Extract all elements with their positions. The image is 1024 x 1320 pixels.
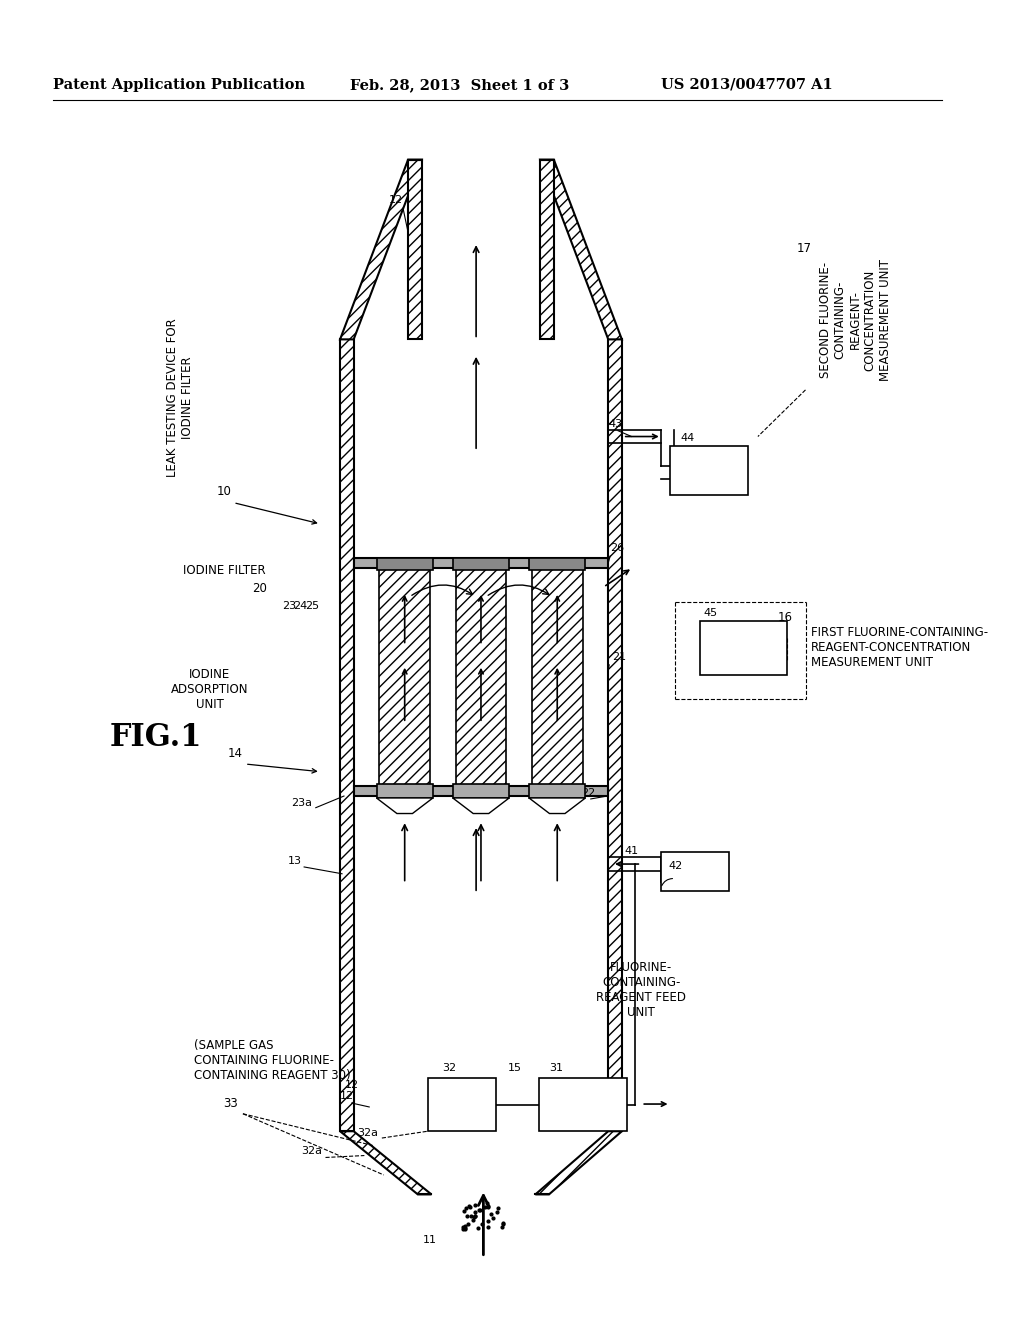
Polygon shape [541,160,622,339]
Text: 13: 13 [288,857,302,866]
Text: Patent Application Publication: Patent Application Publication [53,78,305,92]
Text: 31: 31 [549,1063,563,1073]
Bar [453,558,509,570]
Text: 23: 23 [282,602,296,611]
Text: 12: 12 [345,1080,359,1089]
Text: 41: 41 [625,846,639,857]
Bar [699,622,787,675]
Text: 11: 11 [423,1236,436,1245]
Text: 20: 20 [252,582,267,595]
Bar [428,1078,496,1131]
Text: 43: 43 [608,418,623,429]
Text: 15: 15 [508,1063,522,1073]
Bar [409,160,422,339]
Text: 32a: 32a [301,1146,323,1155]
Bar [608,339,622,1131]
Text: 33: 33 [223,1097,239,1110]
Bar [529,784,586,799]
Text: 10: 10 [217,484,231,498]
Text: 42: 42 [669,861,683,871]
Bar [540,1078,627,1131]
Bar [541,160,554,339]
Text: IODINE FILTER: IODINE FILTER [182,564,265,577]
Bar [532,568,583,787]
Bar [340,339,353,1131]
Text: 26: 26 [610,543,625,553]
Text: 25: 25 [305,602,319,611]
Text: 14: 14 [227,747,243,760]
Bar [380,568,430,787]
Text: 44: 44 [680,433,694,444]
Text: 32a: 32a [357,1129,379,1138]
Bar [377,784,433,799]
Text: 16: 16 [777,611,793,624]
Text: FIRST FLUORINE-CONTAINING-
REAGENT-CONCENTRATION
MEASUREMENT UNIT: FIRST FLUORINE-CONTAINING- REAGENT-CONCE… [811,626,988,669]
Text: 24: 24 [294,602,307,611]
Text: (SAMPLE GAS
CONTAINING FLUORINE-
CONTAINING REAGENT 30): (SAMPLE GAS CONTAINING FLUORINE- CONTAIN… [195,1039,351,1082]
Text: US 2013/0047707 A1: US 2013/0047707 A1 [660,78,833,92]
Text: IODINE
ADSORPTION
UNIT: IODINE ADSORPTION UNIT [171,668,249,710]
Bar [660,853,729,891]
Bar [529,558,586,570]
Text: 45: 45 [703,609,718,618]
Text: 32: 32 [442,1063,457,1073]
Bar [353,787,608,796]
Text: LEAK TESTING DEVICE FOR
IODINE FILTER: LEAK TESTING DEVICE FOR IODINE FILTER [166,318,194,477]
Text: SECOND FLUORINE-
CONTAINING-
REAGENT-
CONCENTRATION
MEASUREMENT UNIT: SECOND FLUORINE- CONTAINING- REAGENT- CO… [818,259,892,381]
Text: FIG.1: FIG.1 [110,722,202,754]
Polygon shape [340,1131,431,1195]
Bar [353,558,608,568]
Bar [377,558,433,570]
Text: 17: 17 [797,242,812,255]
Text: Feb. 28, 2013  Sheet 1 of 3: Feb. 28, 2013 Sheet 1 of 3 [350,78,569,92]
Bar [671,446,749,495]
Polygon shape [536,1131,622,1195]
Polygon shape [377,799,433,813]
Polygon shape [529,799,586,813]
Polygon shape [340,160,422,339]
Text: 23a: 23a [292,797,312,808]
Bar [453,784,509,799]
Polygon shape [453,799,509,813]
Text: FLUORINE-
CONTAINING-
REAGENT FEED
UNIT: FLUORINE- CONTAINING- REAGENT FEED UNIT [596,961,686,1019]
Text: 12: 12 [340,1092,354,1101]
Text: 21: 21 [612,652,627,663]
Bar [456,568,506,787]
Text: 22: 22 [581,788,595,799]
Text: 12: 12 [389,195,402,206]
